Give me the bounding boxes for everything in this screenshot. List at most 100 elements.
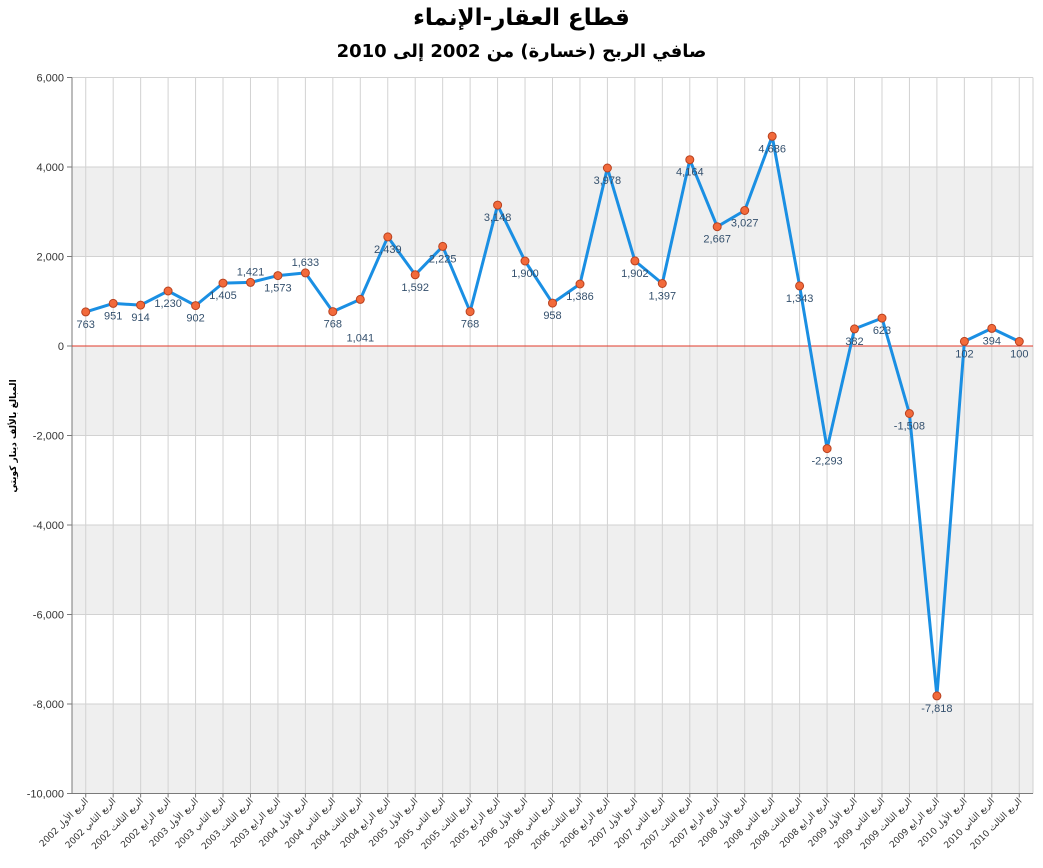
data-label: 1,592 (401, 282, 429, 294)
x-tick-label: الربع الأول 2004 (256, 795, 310, 849)
data-label: 2,439 (374, 244, 402, 256)
data-point (163, 286, 173, 296)
data-label: 1,902 (621, 268, 649, 280)
x-tick-label: الربع الأول 2008 (696, 795, 750, 849)
x-tick-label: الربع الرابع 2009 (888, 797, 942, 851)
data-point (328, 307, 338, 317)
x-tick-label: الربع الثاني 2010 (943, 797, 997, 851)
y-tick-label: -2,000 (33, 431, 64, 443)
data-point (548, 298, 557, 308)
x-tick-label: الربع الثاني 2003 (174, 797, 228, 851)
data-point (246, 277, 255, 287)
y-tick-label: -10,000 (27, 789, 64, 801)
data-label: 1,397 (649, 291, 677, 303)
y-tick-label: -8,000 (33, 699, 64, 711)
data-label: 1,386 (566, 291, 594, 303)
data-label: 958 (543, 310, 561, 322)
data-point (218, 278, 228, 288)
data-point (877, 313, 887, 323)
data-label: 382 (845, 336, 863, 348)
data-label: 2,667 (703, 234, 731, 246)
data-point (520, 256, 530, 266)
data-label: 1,633 (292, 257, 320, 269)
x-tick-label: الربع الرابع 2002 (119, 797, 173, 851)
data-point (795, 281, 805, 291)
data-label: 1,421 (237, 266, 265, 278)
data-point (108, 298, 118, 308)
data-point (822, 444, 832, 454)
data-label: 951 (104, 310, 122, 322)
data-point (987, 323, 997, 333)
x-tick-label: الربع الرابع 2007 (668, 797, 722, 851)
data-point (959, 336, 969, 346)
data-label: 623 (873, 325, 891, 337)
data-points (81, 131, 1024, 701)
x-tick-label: الربع الرابع 2004 (339, 797, 393, 851)
data-point (1014, 337, 1024, 346)
x-tick-label: الربع الرابع 2003 (229, 797, 283, 851)
y-axis-title: المبالغ بالألف دينار كويتي (7, 379, 19, 492)
data-label: 4,164 (676, 167, 704, 179)
y-tick-label: 4,000 (36, 162, 64, 174)
data-point (465, 307, 475, 317)
data-point (300, 268, 310, 278)
data-point (438, 241, 448, 251)
data-point (355, 294, 365, 304)
data-point (712, 222, 722, 232)
data-point (932, 691, 942, 701)
data-label: 4,686 (758, 143, 786, 155)
data-label: 3,027 (731, 218, 759, 230)
data-point (740, 206, 750, 215)
data-label: 768 (461, 319, 479, 331)
x-tick-label: الربع الأول 2010 (915, 795, 969, 849)
data-point (191, 301, 201, 311)
data-point (273, 271, 283, 281)
data-point (136, 300, 146, 310)
chart-subtitle: صافي الربح (خسارة) من 2002 إلى 2010 (336, 41, 707, 62)
data-point (685, 155, 695, 165)
data-point (575, 279, 585, 289)
chart-title: قطاع العقار-الإنماء (413, 5, 630, 31)
x-tick-label: الربع الثاني 2004 (284, 797, 338, 851)
y-tick-label: -6,000 (33, 610, 64, 622)
data-label: 914 (131, 312, 149, 324)
data-label: 100 (1010, 349, 1028, 361)
data-label: 1,900 (511, 268, 539, 280)
y-tick-label: 0 (58, 341, 64, 353)
x-tick-label: الربع الأول 2003 (147, 795, 201, 849)
y-axis-ticks: 6,000 4,000 2,000 0 -2,000 -4,000 -6,000 -8,000… (27, 73, 72, 801)
data-point (602, 163, 612, 173)
data-point (657, 279, 667, 288)
x-tick-label: الربع الثالث 2010 (969, 797, 1024, 852)
data-label: 902 (186, 313, 204, 325)
data-label: 1,405 (209, 290, 237, 302)
y-tick-label: 6,000 (36, 73, 64, 85)
x-tick-label: الربع الأول 2007 (586, 795, 640, 849)
data-label: 763 (77, 319, 95, 331)
data-point (850, 324, 859, 334)
data-label: 3,978 (594, 175, 622, 187)
data-point (383, 232, 393, 242)
data-label: 1,343 (786, 293, 814, 305)
data-label: 768 (324, 319, 342, 331)
data-label: -2,293 (811, 456, 842, 468)
data-label: 1,041 (347, 332, 375, 344)
data-label: 2,225 (429, 253, 457, 265)
data-point (630, 256, 640, 266)
data-label: 1,230 (154, 298, 182, 310)
data-label: 3,148 (484, 212, 512, 224)
data-label: -1,508 (894, 421, 925, 433)
x-tick-label: الربع الرابع 2008 (778, 797, 832, 851)
x-tick-label: الربع الثاني 2006 (503, 797, 557, 851)
data-point (904, 409, 914, 418)
data-label: 394 (983, 335, 1001, 347)
x-tick-label: الربع الأول 2002 (37, 795, 91, 849)
data-point (767, 131, 777, 141)
x-tick-label: الربع الثاني 2007 (613, 797, 667, 851)
x-tick-label: الربع الرابع 2006 (559, 797, 613, 851)
data-point (81, 307, 91, 317)
